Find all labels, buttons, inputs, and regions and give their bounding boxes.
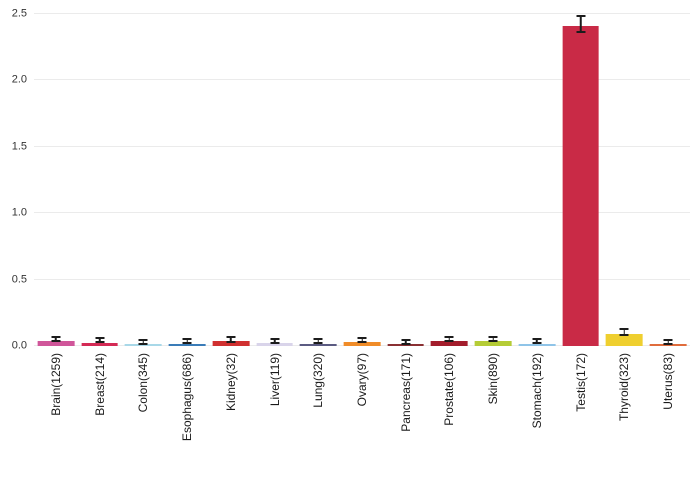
error-bar [357,336,367,344]
bar-column [515,14,559,346]
bar-column [384,14,428,346]
error-bar [663,338,673,345]
y-tick-label: 2.0 [11,73,27,86]
x-tick-cell: Ovary(97) [340,353,384,473]
x-tick-cell: Kidney(32) [209,353,253,473]
bar-column [209,14,253,346]
bar-column [646,14,690,346]
bar-column [471,14,515,346]
y-tick-label: 1.0 [11,206,27,219]
bar-column [121,14,165,346]
y-tick-label: 0.0 [11,339,27,352]
bar [168,343,206,346]
y-tick-label: 1.5 [11,140,27,153]
x-tick-label: Uterus(83) [661,353,676,410]
x-tick-label: Kidney(32) [223,353,238,412]
bar [299,343,337,346]
error-bar [488,336,498,343]
error-bar [619,328,629,336]
x-tick-cell: Colon(345) [121,353,165,473]
bar-column [34,14,78,346]
x-tick-cell: Uterus(83) [646,353,690,473]
x-tick-cell: Skin(890) [471,353,515,473]
bar [474,341,512,346]
bar [562,25,600,346]
bars-layer [34,14,690,346]
error-bar [532,338,542,345]
bar [343,342,381,346]
error-bar [138,338,148,345]
bar-column [165,14,209,346]
x-tick-cell: Liver(119) [253,353,297,473]
bar [387,344,425,346]
x-tick-label: Prostate(106) [442,353,457,426]
grid-line [34,13,690,14]
grid-line [34,278,690,280]
error-bar [401,338,411,345]
grid-line [34,212,690,214]
x-tick-cell: Pancreas(171) [384,353,428,473]
y-tick-label: 0.5 [11,273,27,286]
x-tick-label: Stomach(192) [529,353,544,429]
x-tick-cell: Lung(320) [296,353,340,473]
bar-column [603,14,647,346]
x-tick-label: Skin(890) [486,353,501,405]
error-bar [576,14,586,34]
error-bar [51,336,61,343]
bar [124,344,162,346]
x-tick-label: Ovary(97) [355,353,369,407]
bar [649,344,687,346]
grid-line [34,79,690,81]
bar [37,341,75,346]
error-bar [313,338,323,345]
plot-area [34,13,690,346]
bar [606,334,643,346]
bar [518,343,556,346]
bar [256,343,293,346]
bar-column [340,14,384,346]
y-axis: 0.0 0.5 1.0 1.5 2.0 2.5 [0,8,30,352]
x-tick-label: Brain(1259) [48,353,63,416]
x-tick-cell: Prostate(106) [428,353,472,473]
x-tick-cell: Brain(1259) [34,353,78,473]
grid-line [34,145,690,147]
bar [431,341,468,346]
bar-column [78,14,122,346]
x-tick-cell: Testis(172) [559,353,603,473]
bar [81,342,118,346]
x-tick-cell: Breast(214) [78,353,122,473]
x-tick-label: Esophagus(686) [180,353,195,442]
bar [212,341,250,346]
x-tick-cell: Thyroid(323) [603,353,647,473]
x-axis: Brain(1259) Breast(214) Colon(345) Esophagu… [34,353,690,473]
bar-column [296,14,340,346]
x-tick-cell: Stomach(192) [515,353,559,473]
x-tick-label: Liver(119) [267,353,282,407]
error-bar [444,336,454,343]
error-bar [270,337,280,344]
x-tick-label: Testis(172) [573,353,588,412]
x-tick-label: Lung(320) [311,353,326,408]
bar-column [253,14,297,346]
x-tick-label: Thyroid(323) [617,353,632,422]
x-tick-label: Breast(214) [92,353,107,416]
error-bar [182,338,192,345]
x-tick-cell: Esophagus(686) [165,353,209,473]
x-tick-label: Colon(345) [136,353,151,413]
error-bar [95,337,105,344]
bar-column [428,14,472,346]
y-tick-label: 2.5 [11,7,27,20]
bar-column [559,14,603,346]
error-bar [226,335,236,343]
x-tick-label: Pancreas(171) [398,353,413,432]
